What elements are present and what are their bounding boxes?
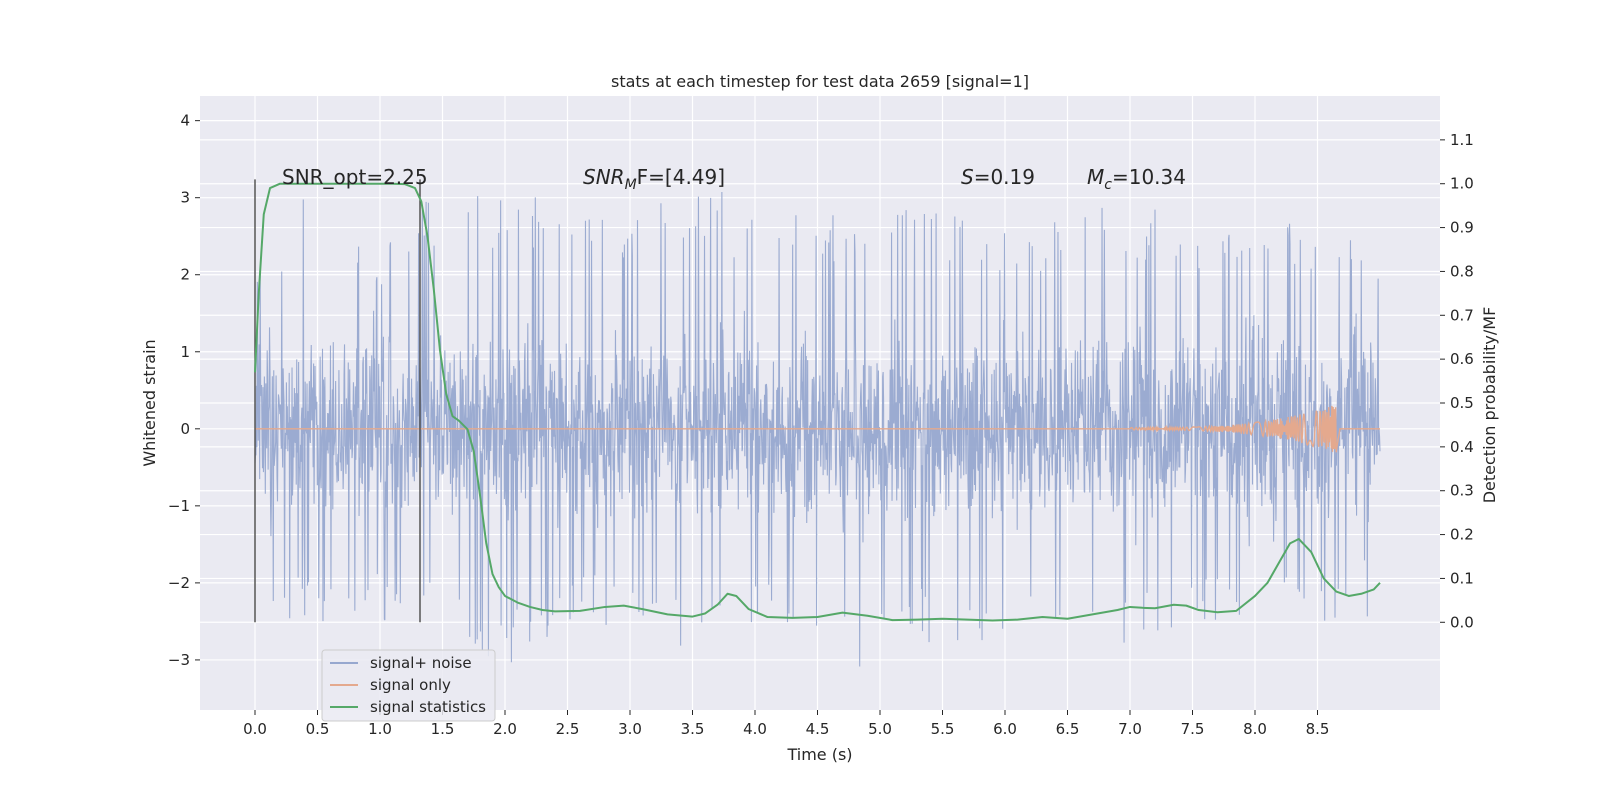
x-tick-label-4: 2.0 xyxy=(493,720,517,738)
annotations: SNR_opt=2.25 SNRMF=[4.49] S=0.19 Mc=10.3… xyxy=(282,165,1186,193)
annotation-snr-mf: SNRMF=[4.49] xyxy=(583,165,725,193)
legend-label-noise: signal+ noise xyxy=(370,654,472,672)
y2-tick-label-8: 0.8 xyxy=(1450,262,1474,280)
y2-tick-label-2: 0.2 xyxy=(1450,526,1474,544)
y2-tick-label-9: 0.9 xyxy=(1450,219,1474,237)
x-tick-label-14: 7.0 xyxy=(1118,720,1142,738)
annotation-s-rest: =0.19 xyxy=(974,165,1035,189)
plot-data xyxy=(254,179,1381,667)
y2-tick-label-6: 0.6 xyxy=(1450,350,1474,368)
legend-box xyxy=(321,649,496,722)
x-tick-label-17: 8.5 xyxy=(1306,720,1330,738)
y-tick-label-3: 0 xyxy=(180,420,190,438)
annotation-mc-sub: c xyxy=(1104,177,1112,193)
y-tick-label-7: 4 xyxy=(180,112,190,130)
y2-tick-label-0: 0.0 xyxy=(1450,613,1474,631)
y-tick-label-1: −2 xyxy=(168,574,190,592)
annotation-mc-rest: =10.34 xyxy=(1112,165,1186,189)
y2-tick-label-1: 0.1 xyxy=(1450,569,1474,587)
x-tick-label-8: 4.0 xyxy=(743,720,767,738)
annotation-mc-main: M xyxy=(1087,165,1104,189)
x-tick-label-7: 3.5 xyxy=(681,720,705,738)
x-tick-label-10: 5.0 xyxy=(868,720,892,738)
x-tick-label-11: 5.5 xyxy=(931,720,955,738)
y2-tick-label-3: 0.3 xyxy=(1450,482,1474,500)
y2-tick-label-5: 0.5 xyxy=(1450,394,1474,412)
series-signal-only xyxy=(255,405,1380,453)
x-axis-label: Time (s) xyxy=(786,745,852,764)
annotation-snr-mf-rest: F=[4.49] xyxy=(637,165,725,189)
y-tick-label-4: 1 xyxy=(180,343,190,361)
axes: 0.0 0.5 1.0 1.5 2.0 2.5 3.0 3.5 4.0 4.5 5.0 5.5 6.0 6… xyxy=(168,112,1474,738)
y-tick-label-6: 3 xyxy=(180,189,190,207)
y2-tick-label-7: 0.7 xyxy=(1450,306,1474,324)
data-layer xyxy=(254,179,1381,667)
x-tick-label-6: 3.0 xyxy=(618,720,642,738)
y-tick-label-5: 2 xyxy=(180,266,190,284)
y2-tick-label-10: 1.0 xyxy=(1450,175,1474,193)
y2-axis-label: Detection probability/MF xyxy=(1480,307,1499,504)
y2-tick-label-4: 0.4 xyxy=(1450,438,1474,456)
legend-label-statistics: signal statistics xyxy=(370,698,486,716)
legend: signal+ noise signal only signal statist… xyxy=(321,649,496,722)
x-tick-label-15: 7.5 xyxy=(1181,720,1205,738)
legend-label-signal: signal only xyxy=(370,676,451,694)
annotation-s-main: S xyxy=(961,165,974,189)
y2-tick-label-11: 1.1 xyxy=(1450,131,1474,149)
x-tick-label-9: 4.5 xyxy=(806,720,830,738)
x-tick-label-2: 1.0 xyxy=(368,720,392,738)
annotation-s: S=0.19 xyxy=(961,165,1035,189)
series-signal-plus-noise xyxy=(254,191,1381,667)
y-axis-label: Whitened strain xyxy=(140,339,159,466)
x-tick-label-12: 6.0 xyxy=(993,720,1017,738)
annotation-snr-mf-main: SNR xyxy=(583,165,625,189)
x-tick-label-5: 2.5 xyxy=(556,720,580,738)
annotation-snr-mf-sub: M xyxy=(625,177,637,193)
annotation-mc: Mc=10.34 xyxy=(1087,165,1186,193)
x-tick-label-0: 0.0 xyxy=(243,720,267,738)
series-signal-statistics xyxy=(254,182,1381,622)
x-tick-label-13: 6.5 xyxy=(1056,720,1080,738)
chart-title: stats at each timestep for test data 265… xyxy=(611,72,1029,91)
y-tick-label-2: −1 xyxy=(168,497,190,515)
x-tick-label-1: 0.5 xyxy=(306,720,330,738)
annotation-snr-opt: SNR_opt=2.25 xyxy=(282,165,428,189)
x-tick-label-16: 8.0 xyxy=(1243,720,1267,738)
x-tick-label-3: 1.5 xyxy=(431,720,455,738)
y-tick-label-0: −3 xyxy=(168,651,190,669)
